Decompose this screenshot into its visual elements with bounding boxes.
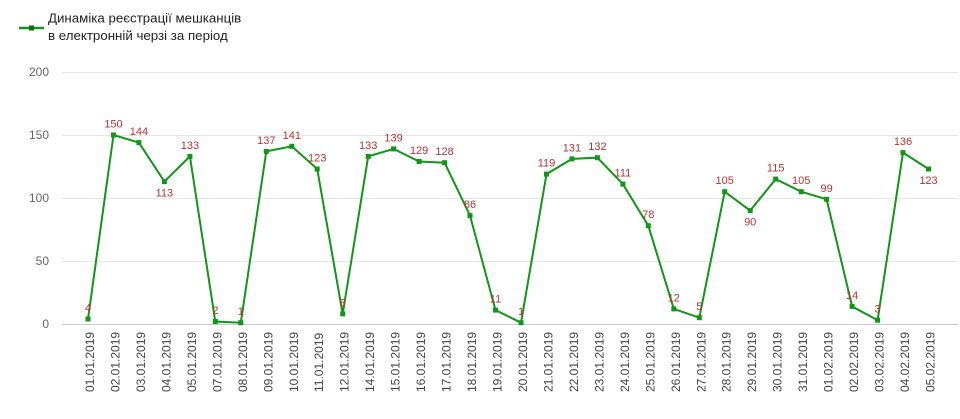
svg-text:01.02.2019: 01.02.2019 [822,332,836,392]
svg-text:08.01.2019: 08.01.2019 [236,332,250,392]
svg-text:99: 99 [820,183,832,195]
svg-text:133: 133 [359,140,377,152]
svg-text:111: 111 [615,168,632,180]
svg-text:2: 2 [212,305,218,317]
svg-text:3: 3 [875,304,881,316]
svg-text:115: 115 [767,163,785,175]
svg-text:123: 123 [919,175,937,187]
svg-text:15.01.2019: 15.01.2019 [389,332,403,392]
svg-text:14.01.2019: 14.01.2019 [363,332,377,392]
svg-text:01.01.2019: 01.01.2019 [83,332,97,392]
svg-text:144: 144 [130,126,148,138]
svg-text:131: 131 [563,142,581,154]
svg-text:24.01.2019: 24.01.2019 [618,332,632,392]
svg-text:11.01.2019: 11.01.2019 [312,333,326,392]
svg-text:07.01.2019: 07.01.2019 [210,332,224,392]
svg-text:139: 139 [384,132,402,144]
svg-text:22.01.2019: 22.01.2019 [567,332,581,392]
svg-text:200: 200 [29,65,49,79]
svg-text:50: 50 [36,254,50,268]
svg-text:12.01.2019: 12.01.2019 [338,332,352,392]
svg-text:02.02.2019: 02.02.2019 [847,332,861,392]
svg-text:141: 141 [283,130,301,142]
svg-text:86: 86 [464,199,476,211]
svg-text:78: 78 [642,209,654,221]
svg-text:03.02.2019: 03.02.2019 [873,332,887,392]
svg-text:90: 90 [744,217,756,229]
svg-text:5: 5 [696,301,702,313]
svg-text:128: 128 [435,146,453,158]
svg-text:31.01.2019: 31.01.2019 [796,332,810,392]
svg-text:05.01.2019: 05.01.2019 [185,332,199,392]
svg-text:04.01.2019: 04.01.2019 [159,332,173,392]
svg-text:18.01.2019: 18.01.2019 [465,332,479,392]
svg-text:28.01.2019: 28.01.2019 [720,332,734,392]
svg-text:123: 123 [308,153,326,165]
svg-text:21.01.2019: 21.01.2019 [542,332,556,392]
svg-text:0: 0 [42,317,49,331]
svg-text:105: 105 [716,175,734,187]
svg-text:12: 12 [668,292,680,304]
svg-text:150: 150 [29,128,49,142]
svg-text:100: 100 [29,191,49,205]
svg-text:119: 119 [538,158,556,170]
svg-text:137: 137 [257,135,275,147]
svg-text:133: 133 [181,140,199,152]
svg-text:136: 136 [894,136,912,148]
svg-text:03.01.2019: 03.01.2019 [134,332,148,392]
svg-text:05.02.2019: 05.02.2019 [924,332,938,392]
svg-text:20.01.2019: 20.01.2019 [516,332,530,392]
svg-text:25.01.2019: 25.01.2019 [643,332,657,392]
svg-text:19.01.2019: 19.01.2019 [491,332,505,392]
svg-text:04.02.2019: 04.02.2019 [898,332,912,392]
svg-text:105: 105 [792,175,810,187]
svg-text:11: 11 [490,294,501,306]
svg-text:14: 14 [846,290,858,302]
svg-text:Динаміка реєстрації мешканців: Динаміка реєстрації мешканців [48,11,241,26]
svg-text:132: 132 [588,141,606,153]
svg-text:1: 1 [518,306,524,318]
svg-text:8: 8 [340,297,346,309]
svg-text:1: 1 [238,306,244,318]
svg-text:29.01.2019: 29.01.2019 [745,332,759,392]
svg-text:4: 4 [85,303,91,315]
svg-text:30.01.2019: 30.01.2019 [771,332,785,392]
svg-text:150: 150 [104,119,122,131]
svg-text:в електронній черзі за період: в електронній черзі за період [48,28,228,43]
svg-text:16.01.2019: 16.01.2019 [414,332,428,392]
svg-text:10.01.2019: 10.01.2019 [287,332,301,392]
svg-text:27.01.2019: 27.01.2019 [694,332,708,392]
svg-text:09.01.2019: 09.01.2019 [261,332,275,392]
svg-text:17.01.2019: 17.01.2019 [440,332,454,392]
svg-text:02.01.2019: 02.01.2019 [109,332,123,392]
svg-text:129: 129 [410,145,428,157]
svg-text:113: 113 [156,188,174,200]
svg-text:26.01.2019: 26.01.2019 [669,332,683,392]
svg-text:23.01.2019: 23.01.2019 [592,332,606,392]
